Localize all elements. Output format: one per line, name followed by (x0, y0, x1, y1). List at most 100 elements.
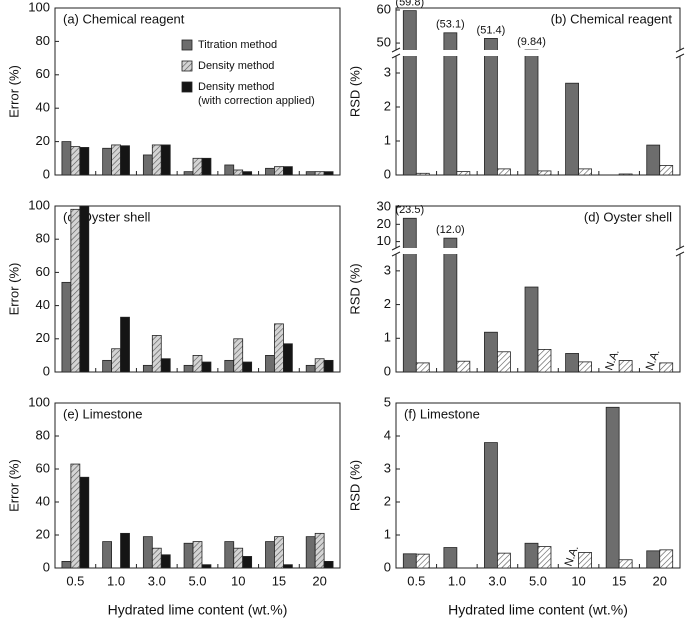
y-tick-label: 60 (36, 66, 50, 81)
bar (305, 536, 316, 569)
panel-title: (f) Limestone (404, 406, 480, 421)
bar (192, 541, 203, 569)
x-tick-label: 0.5 (407, 573, 425, 588)
x-tick-label: 15 (272, 573, 286, 588)
y-axis-label: RSD (%) (347, 66, 362, 117)
bar (443, 237, 458, 373)
bar (70, 208, 81, 373)
bar (443, 547, 458, 569)
value-label: (23.5) (395, 204, 424, 216)
bar (323, 359, 334, 373)
bar (183, 542, 194, 569)
bar (265, 167, 275, 176)
y-tick-label: 0 (384, 363, 391, 378)
y-tick-label: 40 (36, 493, 50, 508)
break-mark (391, 53, 401, 59)
y-tick-label: 4 (384, 427, 391, 442)
bar (224, 164, 235, 176)
bar (102, 541, 112, 569)
bar (283, 564, 293, 569)
value-label: (53.1) (436, 19, 465, 31)
bar (151, 547, 162, 569)
panel-title: (b) Chemical reagent (551, 11, 673, 26)
bar (497, 552, 511, 569)
y-tick-label: 40 (36, 100, 50, 115)
legend-swatch (181, 39, 193, 51)
y-tick-label: 30 (377, 198, 391, 213)
bar (233, 338, 244, 373)
bar (443, 32, 458, 176)
bar (224, 541, 235, 569)
value-label: (51.4) (477, 24, 506, 36)
bar (415, 553, 430, 569)
bar (537, 546, 552, 569)
y-axis-label: Error (%) (6, 65, 21, 118)
bar (61, 141, 72, 176)
bar (618, 559, 633, 569)
bar (484, 442, 498, 569)
x-axis-label: Hydrated lime content (wt.%) (448, 602, 628, 618)
bar (274, 323, 284, 373)
bar (618, 360, 633, 373)
bar (242, 171, 253, 176)
y-tick-label: 2 (384, 296, 391, 311)
panel-title: (a) Chemical reagent (63, 11, 185, 26)
legend-label: Density method (with correction applied) (198, 81, 315, 107)
bar (565, 82, 579, 176)
legend-swatch (181, 60, 193, 72)
y-tick-label: 20 (377, 216, 391, 231)
bar (79, 476, 90, 569)
y-tick-label: 3 (384, 64, 391, 79)
bar (111, 348, 121, 373)
bar (524, 49, 539, 176)
bar (233, 169, 244, 176)
bar (183, 171, 194, 176)
bar (314, 171, 325, 176)
bar (497, 168, 511, 176)
bar (201, 361, 212, 373)
y-tick-label: 0 (384, 559, 391, 574)
bar (142, 154, 153, 176)
bar (242, 361, 253, 373)
x-tick-label: 1.0 (107, 573, 125, 588)
bar (323, 171, 334, 176)
plot-frame (54, 205, 341, 373)
y-tick-label: 80 (36, 427, 50, 442)
axis-break (393, 248, 683, 254)
bar (201, 564, 212, 569)
bar (659, 165, 674, 176)
bar (151, 335, 162, 373)
y-tick-label: 2 (384, 493, 391, 508)
y-tick-label: 20 (36, 133, 50, 148)
y-tick-label: 0 (43, 166, 50, 181)
bar (578, 168, 592, 176)
x-tick-label: 1.0 (448, 573, 466, 588)
bar (605, 406, 620, 569)
bar (265, 541, 275, 569)
y-tick-label: 60 (36, 264, 50, 279)
break-mark (391, 251, 401, 257)
bar (578, 552, 592, 569)
bar (120, 316, 130, 373)
legend-swatch (181, 81, 193, 93)
x-tick-label: 10 (231, 573, 245, 588)
y-tick-label: 0 (384, 166, 391, 181)
bar (102, 147, 112, 176)
bar (456, 171, 471, 176)
y-axis-label: Error (%) (6, 263, 21, 316)
x-tick-label: 0.5 (66, 573, 84, 588)
x-axis-label: Hydrated lime content (wt.%) (108, 602, 288, 618)
value-label: (9.84) (517, 36, 546, 48)
bar (659, 362, 674, 373)
bar (265, 354, 275, 373)
bar (484, 331, 498, 373)
bar (160, 358, 171, 373)
bar (524, 542, 539, 569)
break-mark (391, 47, 401, 53)
bar (70, 146, 81, 176)
bar (314, 532, 325, 569)
value-label: (59.8) (395, 0, 424, 9)
bar (415, 172, 430, 176)
bar (305, 171, 316, 176)
bar (524, 286, 539, 373)
